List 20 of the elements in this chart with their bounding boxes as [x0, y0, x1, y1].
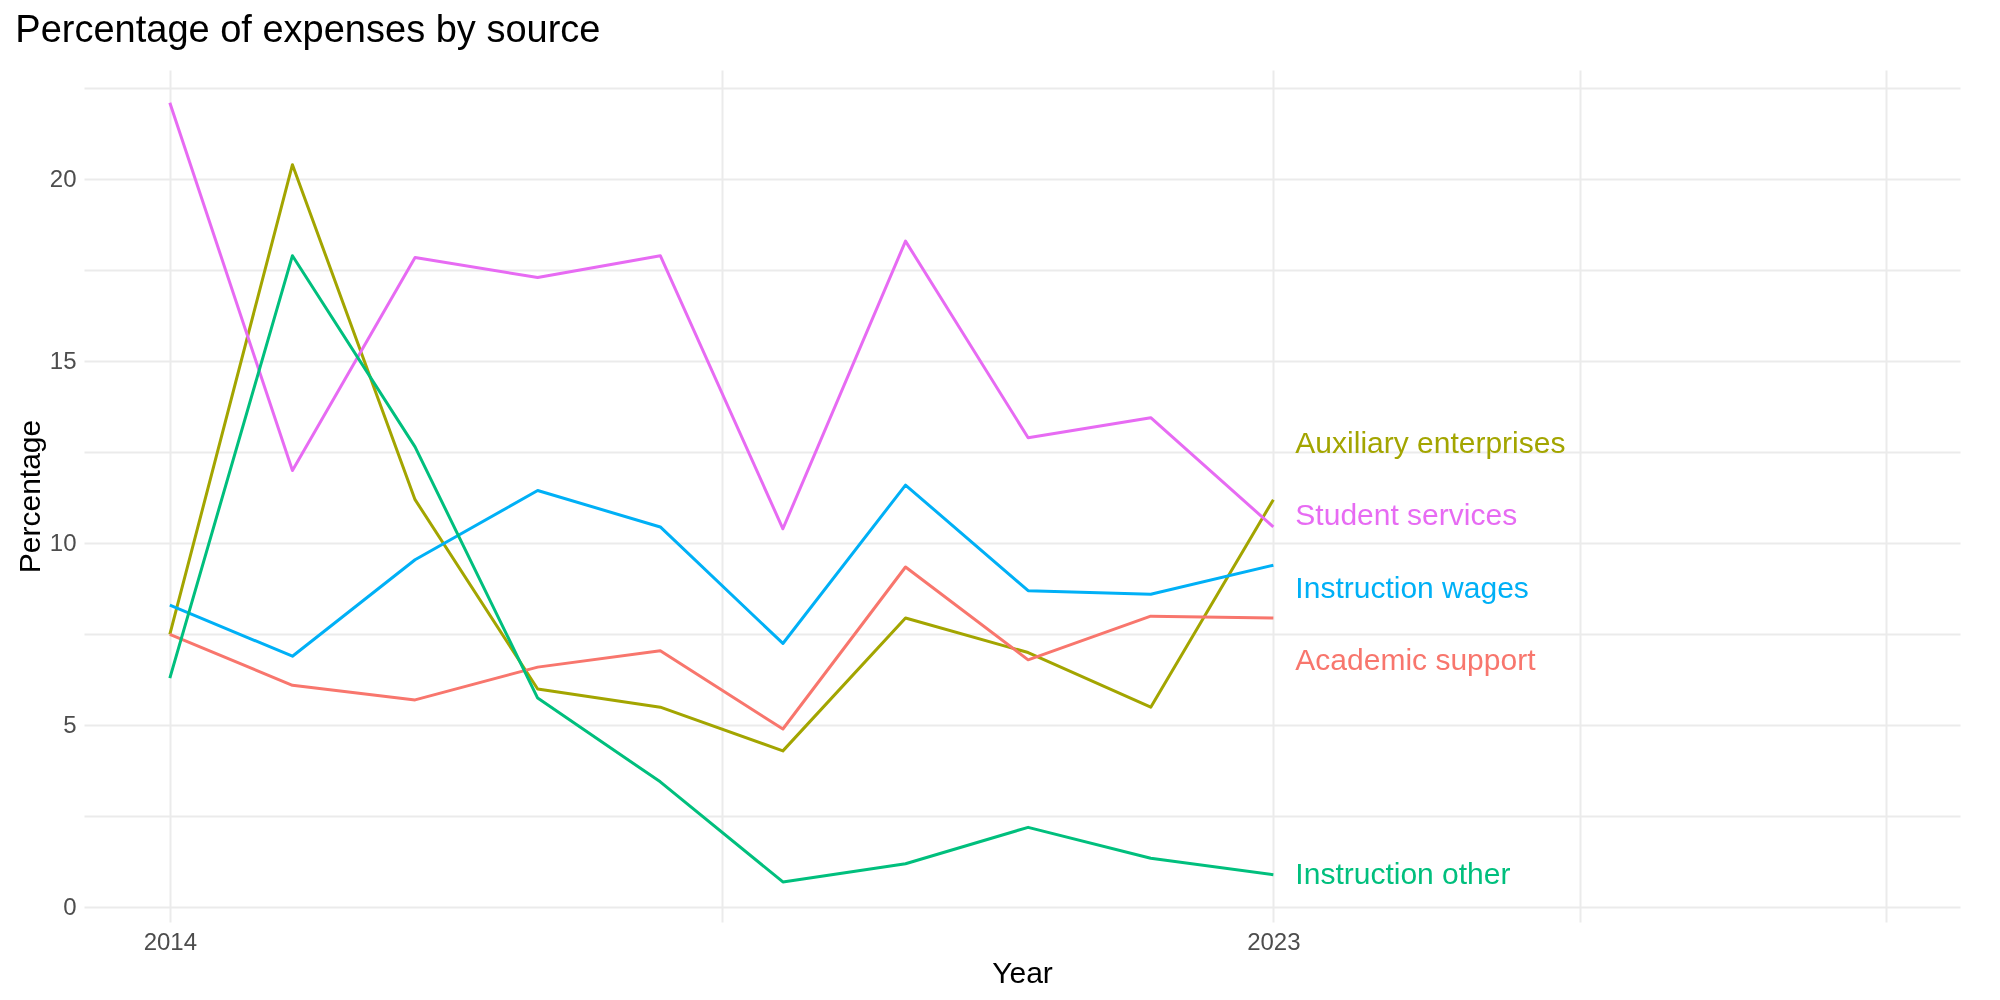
line-series	[168, 565, 1275, 731]
x-axis-title: Year	[992, 955, 1053, 989]
series-label: Auxiliary enterprises	[1295, 425, 1566, 459]
line-series	[168, 254, 1275, 884]
series-label: Student services	[1295, 498, 1518, 532]
y-tick-label: 5	[63, 710, 77, 738]
x-tick-label: 2023	[1247, 927, 1301, 955]
y-tick-label: 15	[49, 346, 77, 374]
y-axis-title: Percentage	[12, 419, 46, 574]
y-tick-label: 10	[49, 528, 77, 556]
series-label: Instruction other	[1295, 856, 1511, 890]
line-series	[168, 163, 1275, 753]
y-tick-label: 0	[63, 892, 77, 920]
series-label: Instruction wages	[1295, 570, 1529, 604]
y-tick-label: 20	[49, 164, 77, 192]
line-series	[168, 483, 1275, 658]
series-label: Academic support	[1295, 643, 1537, 677]
x-tick-label: 2014	[143, 927, 198, 955]
line-series	[168, 101, 1275, 531]
chart-title: Percentage of expenses by source	[15, 8, 601, 50]
